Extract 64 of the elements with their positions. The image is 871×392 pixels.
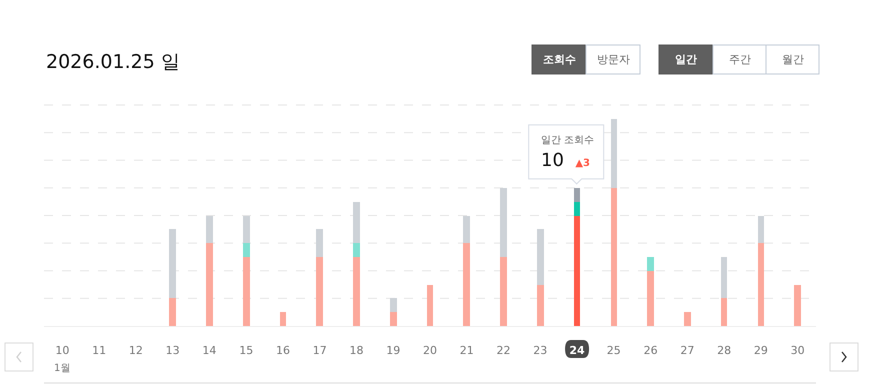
bar <box>206 243 213 326</box>
x-tick-label: 22 <box>496 344 511 358</box>
bar <box>316 229 323 257</box>
bar <box>611 119 617 188</box>
bar <box>537 229 544 285</box>
x-tick-label: 17 <box>312 344 327 358</box>
annotation: 일간 조회수 10 ▲3 <box>541 135 594 171</box>
x-tick-label: 13 <box>166 344 180 358</box>
x-tick-label: 15 <box>239 344 254 358</box>
bar <box>316 257 323 326</box>
bar <box>243 216 250 243</box>
x-tick-label: 25 <box>606 344 621 358</box>
bar <box>647 257 654 271</box>
x-tick-label: 20 <box>423 344 437 358</box>
x-tick-label: 19 <box>386 344 400 358</box>
bar <box>500 257 507 326</box>
bar <box>758 243 764 326</box>
x-tick-label: 30 <box>790 344 805 358</box>
text: 1월 <box>54 363 70 374</box>
x-tick-label: 28 <box>717 344 732 358</box>
bar <box>169 298 176 326</box>
bar <box>684 312 691 326</box>
text: 월간 <box>782 53 804 66</box>
x-tick-label: 29 <box>754 344 768 358</box>
bar <box>574 216 580 326</box>
x-tick-label: 10 <box>55 344 70 358</box>
x-tick-label: 27 <box>680 344 694 358</box>
bar <box>794 285 801 326</box>
bar <box>390 298 397 312</box>
x-tick-label: 12 <box>128 344 143 358</box>
x-tick-label: 18 <box>349 344 364 358</box>
bar <box>758 216 764 243</box>
bar <box>721 298 727 326</box>
bar <box>427 285 433 326</box>
bar <box>280 312 286 326</box>
bar <box>243 243 250 257</box>
x-tick-label: 14 <box>202 344 216 358</box>
bar <box>647 271 654 326</box>
bar <box>353 202 360 243</box>
text: 주간 <box>729 53 751 66</box>
x-tick-label: 24 <box>569 344 586 358</box>
text: 방문자 <box>597 53 630 66</box>
bar <box>243 257 250 326</box>
bar <box>463 243 470 326</box>
bar <box>500 188 507 257</box>
bar <box>390 312 397 326</box>
bar <box>611 188 617 326</box>
x-tick-label: 23 <box>533 344 548 358</box>
bar <box>574 202 580 216</box>
x-tick-label: 21 <box>460 344 474 358</box>
bar <box>206 216 213 243</box>
text: 일간 <box>675 53 697 66</box>
x-tick-label: 16 <box>276 344 290 358</box>
bar <box>353 257 360 326</box>
bar <box>537 285 544 326</box>
text: 조회수 <box>543 53 576 66</box>
bar <box>574 188 580 202</box>
bar <box>463 216 470 243</box>
bar <box>721 257 727 298</box>
bar <box>353 243 360 257</box>
x-tick-label: 11 <box>92 344 106 358</box>
chart-title: 2026.01.25 일 <box>46 51 180 73</box>
x-tick-label: 26 <box>644 344 658 358</box>
bar <box>169 229 176 298</box>
